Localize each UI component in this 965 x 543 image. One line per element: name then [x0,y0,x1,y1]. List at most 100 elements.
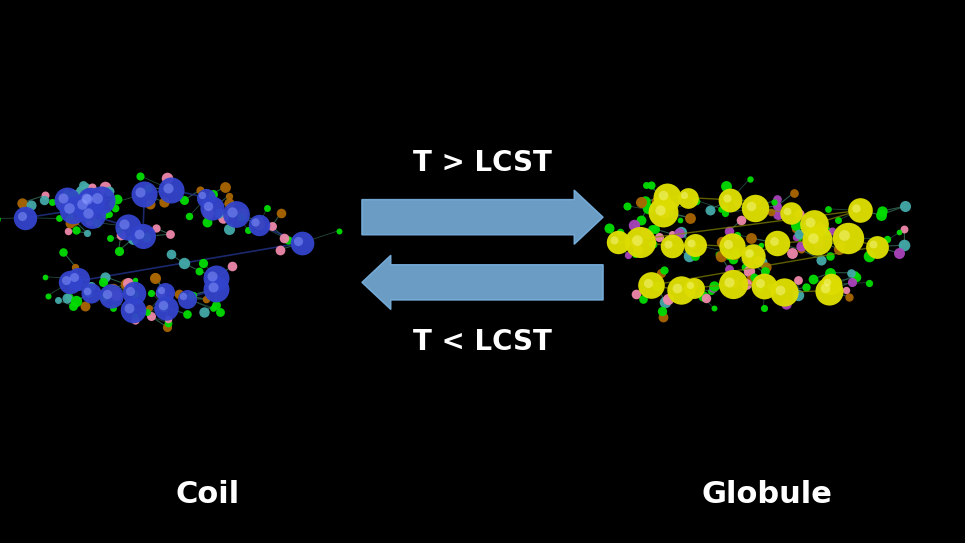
Point [205,271,220,280]
Point [68,296,83,305]
Point [727,279,742,287]
Point [164,185,179,194]
Point [766,198,782,206]
Point [109,194,124,203]
Point [40,291,55,300]
Point [650,233,666,242]
Point [217,182,233,191]
Point [682,213,698,222]
Point [121,279,136,287]
Point [23,201,39,210]
Point [264,222,280,230]
Point [892,228,907,237]
Point [112,226,127,235]
Point [281,236,296,244]
Point [741,249,757,258]
Point [653,269,669,277]
Point [861,251,876,260]
Point [83,289,98,298]
Point [132,172,148,180]
Point [59,294,74,302]
Point [140,308,155,317]
Point [195,191,210,200]
Point [62,211,77,220]
Point [75,181,91,190]
Point [720,251,735,260]
Point [82,195,97,204]
Point [61,214,76,223]
Point [673,216,688,224]
Point [196,258,211,267]
Point [644,181,659,190]
Point [67,272,82,281]
Point [601,224,617,233]
Point [755,257,770,266]
Point [802,218,817,226]
Point [718,182,733,191]
Point [657,266,673,274]
Point [181,212,197,221]
Point [56,194,71,203]
Point [811,238,826,247]
Point [818,226,834,235]
Point [791,234,807,243]
Point [208,273,224,282]
Point [640,279,655,288]
Point [657,193,673,201]
Point [212,308,228,317]
Point [844,277,860,286]
Point [787,224,803,233]
Point [721,227,736,236]
Point [79,194,95,203]
Point [753,240,768,249]
Point [724,242,739,250]
Point [211,209,227,218]
Point [205,204,220,213]
Point [862,278,877,287]
Point [685,279,701,288]
Point [72,194,88,203]
Point [221,191,236,200]
Point [790,276,806,285]
Point [733,216,749,224]
Point [105,285,121,293]
Point [276,233,291,242]
Point [636,295,651,304]
Point [821,286,837,295]
Point [157,288,173,296]
Point [135,231,151,240]
Point [629,236,645,244]
Point [14,211,29,220]
Point [62,204,77,212]
Point [813,223,828,232]
Point [717,203,732,211]
Point [784,209,799,217]
Point [91,188,106,197]
Point [0,214,4,223]
Point [111,247,126,255]
Point [126,289,142,298]
Point [776,288,791,296]
Point [762,283,778,292]
Point [879,235,895,243]
Point [726,280,741,289]
Point [817,284,833,293]
Point [831,216,846,224]
Point [646,240,661,249]
Point [105,304,121,312]
Point [661,295,676,304]
Point [770,210,786,218]
Point [62,293,77,301]
Point [66,301,81,310]
Point [705,304,721,312]
Point [730,230,745,239]
Point [127,289,143,298]
Point [205,282,220,291]
Point [81,217,96,226]
Point [58,276,73,285]
Point [682,281,698,290]
Point [222,198,237,207]
Point [892,249,907,257]
Point [654,195,670,204]
Point [687,251,703,260]
